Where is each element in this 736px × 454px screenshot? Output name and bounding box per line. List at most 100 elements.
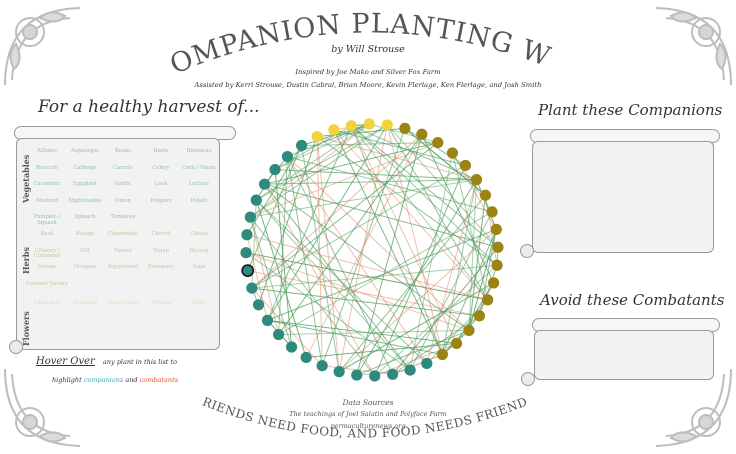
plant-item[interactable]: Chervil	[151, 231, 171, 237]
plant-node[interactable]	[404, 364, 416, 376]
companion-link	[250, 124, 388, 218]
plant-item[interactable]: Alliums	[37, 148, 57, 154]
plant-node[interactable]	[250, 194, 262, 206]
plant-node[interactable]	[351, 369, 363, 381]
plant-node[interactable]	[482, 294, 494, 306]
plant-node[interactable]	[281, 150, 294, 163]
plant-node[interactable]	[258, 178, 271, 190]
plant-item[interactable]: Rosemary	[147, 264, 175, 270]
plant-node[interactable]	[296, 139, 308, 152]
plant-item[interactable]: Petunia	[151, 300, 171, 306]
plant-item[interactable]: Calendula	[33, 300, 61, 306]
plant-node[interactable]	[252, 299, 265, 311]
plant-item[interactable]: Chives	[190, 231, 208, 237]
plant-item[interactable]: Tansy	[191, 300, 207, 306]
combatant-link	[338, 229, 497, 373]
plant-item[interactable]: Pumpkin / Squash	[33, 214, 61, 226]
plant-node[interactable]	[269, 163, 281, 176]
plant-node[interactable]	[488, 277, 500, 289]
plant-node[interactable]	[246, 282, 258, 294]
plant-node[interactable]	[470, 174, 483, 186]
plant-item[interactable]: Leek	[154, 181, 168, 187]
plant-item[interactable]: Nightshades	[68, 197, 102, 204]
plant-item[interactable]: Corn / Maize	[182, 164, 216, 171]
plant-node[interactable]	[473, 310, 486, 322]
companion-web-chart[interactable]	[232, 110, 512, 390]
plant-item[interactable]: Cabbage	[73, 164, 97, 171]
plant-node[interactable]	[345, 120, 357, 132]
plant-item[interactable]: Cilantro / Coriander	[33, 247, 61, 260]
plant-item[interactable]: Borage	[75, 231, 95, 237]
plant-item[interactable]: Eggplant	[73, 181, 97, 187]
plant-node[interactable]	[399, 122, 411, 134]
plant-node[interactable]	[241, 264, 255, 277]
plant-item[interactable]: Potato	[190, 197, 208, 204]
plant-node[interactable]	[479, 189, 492, 201]
left-panel-heading: For a healthy harvest of...	[38, 97, 260, 117]
plant-node[interactable]	[285, 341, 298, 353]
plant-item[interactable]: Oregano	[73, 264, 97, 270]
plant-item[interactable]: Nasturtium	[107, 300, 139, 306]
plant-item[interactable]: Asparagus	[71, 148, 99, 154]
plant-node[interactable]	[333, 366, 345, 378]
plant-item[interactable]: Peppermint	[107, 264, 139, 270]
companion-link	[351, 125, 499, 248]
companion-link	[374, 264, 498, 377]
plant-node[interactable]	[300, 351, 312, 364]
plant-item[interactable]: Carrots	[113, 164, 133, 171]
plant-node[interactable]	[244, 211, 256, 223]
plant-item[interactable]: Beets	[153, 148, 169, 154]
plant-node[interactable]	[446, 147, 459, 159]
plant-item[interactable]: Celery	[152, 164, 170, 171]
plant-item[interactable]: Onion	[115, 197, 131, 204]
plant-item[interactable]: Lettuce	[188, 181, 209, 187]
plant-node[interactable]	[241, 229, 253, 241]
plant-item[interactable]: Brassicas	[186, 148, 212, 154]
plant-item[interactable]: Hemp	[153, 247, 169, 254]
plant-node[interactable]	[240, 247, 252, 259]
plant-item[interactable]: Summer Savory	[25, 280, 69, 287]
plant-item[interactable]: Mustard	[35, 197, 59, 204]
plant-node[interactable]	[316, 360, 328, 372]
plant-item[interactable]: Spinach	[74, 214, 96, 220]
plant-node[interactable]	[463, 324, 475, 337]
plant-node[interactable]	[261, 314, 274, 326]
plant-node[interactable]	[328, 124, 340, 136]
plant-node[interactable]	[272, 328, 285, 341]
plant-item[interactable]: Basil	[40, 231, 54, 237]
combatants-panel	[534, 330, 714, 380]
combatant-link	[317, 136, 477, 181]
plant-item[interactable]: Lovage	[37, 264, 57, 270]
companion-link	[278, 156, 288, 335]
plant-node[interactable]	[490, 223, 502, 235]
data-source-2[interactable]: permaculturenews.org	[330, 422, 406, 430]
plant-item[interactable]: Chamomile	[108, 231, 138, 237]
plant-item[interactable]: Beans	[115, 148, 131, 154]
plant-node[interactable]	[311, 130, 323, 143]
plant-item[interactable]: Hyssop	[189, 247, 209, 254]
plant-node[interactable]	[421, 357, 433, 370]
plant-node[interactable]	[416, 128, 428, 140]
plant-node[interactable]	[387, 368, 399, 380]
plant-node[interactable]	[363, 118, 375, 130]
plant-node[interactable]	[381, 119, 393, 131]
plant-item[interactable]: Broccoli	[36, 164, 58, 171]
plant-item[interactable]: Cucumber	[33, 181, 61, 187]
companion-link	[274, 123, 370, 171]
plant-item[interactable]: Marigold	[73, 300, 97, 306]
plant-item[interactable]: Sage	[192, 264, 206, 270]
plant-node[interactable]	[436, 348, 448, 361]
plant-node[interactable]	[432, 136, 444, 149]
plant-item[interactable]: Tomatoes	[110, 214, 136, 220]
plant-node[interactable]	[492, 241, 504, 253]
plant-node[interactable]	[459, 159, 472, 172]
plant-node[interactable]	[486, 206, 498, 218]
plant-item[interactable]: Garlic	[115, 181, 131, 187]
plant-node[interactable]	[491, 259, 503, 271]
plant-item[interactable]: Fennel	[114, 247, 132, 254]
plant-node[interactable]	[450, 337, 463, 350]
plant-item[interactable]: Peppers	[150, 197, 172, 204]
author-byline: by Will Strouse	[331, 44, 405, 55]
plant-node[interactable]	[369, 370, 381, 382]
plant-item[interactable]: Dill	[80, 247, 90, 254]
